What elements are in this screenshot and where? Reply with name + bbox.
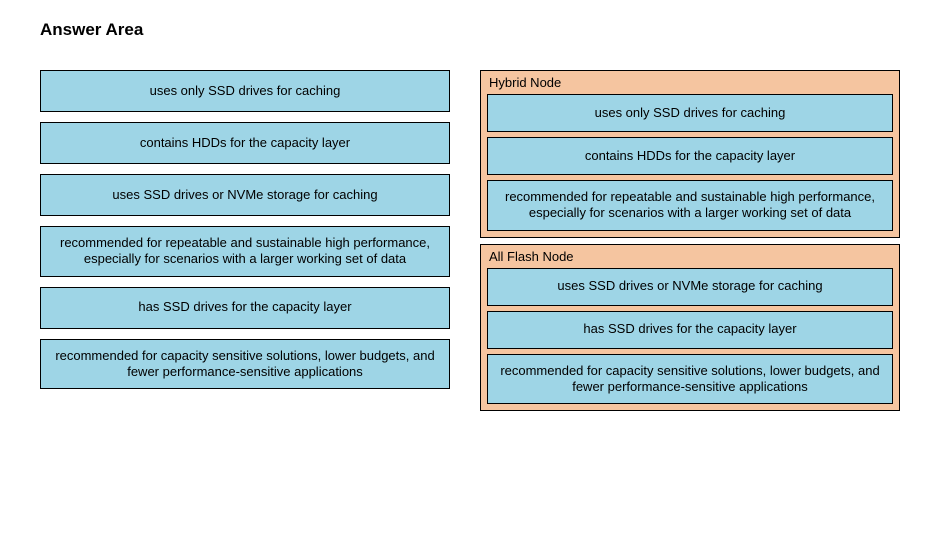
target-all-flash-node[interactable]: All Flash Node uses SSD drives or NVMe s… bbox=[480, 244, 900, 412]
target-items-container: uses SSD drives or NVMe storage for cach… bbox=[487, 268, 893, 405]
source-item[interactable]: has SSD drives for the capacity layer bbox=[40, 287, 450, 329]
source-item[interactable]: contains HDDs for the capacity layer bbox=[40, 122, 450, 164]
answer-area-content: uses only SSD drives for caching contain… bbox=[40, 70, 900, 411]
source-column: uses only SSD drives for caching contain… bbox=[40, 70, 450, 411]
target-item[interactable]: recommended for repeatable and sustainab… bbox=[487, 180, 893, 231]
source-item[interactable]: uses SSD drives or NVMe storage for cach… bbox=[40, 174, 450, 216]
target-hybrid-node[interactable]: Hybrid Node uses only SSD drives for cac… bbox=[480, 70, 900, 238]
target-item[interactable]: has SSD drives for the capacity layer bbox=[487, 311, 893, 349]
source-item[interactable]: uses only SSD drives for caching bbox=[40, 70, 450, 112]
target-items-container: uses only SSD drives for caching contain… bbox=[487, 94, 893, 231]
target-label: All Flash Node bbox=[487, 249, 893, 264]
target-item[interactable]: uses SSD drives or NVMe storage for cach… bbox=[487, 268, 893, 306]
target-item[interactable]: contains HDDs for the capacity layer bbox=[487, 137, 893, 175]
source-item[interactable]: recommended for capacity sensitive solut… bbox=[40, 339, 450, 390]
source-item[interactable]: recommended for repeatable and sustainab… bbox=[40, 226, 450, 277]
target-column: Hybrid Node uses only SSD drives for cac… bbox=[480, 70, 900, 411]
target-item[interactable]: recommended for capacity sensitive solut… bbox=[487, 354, 893, 405]
target-label: Hybrid Node bbox=[487, 75, 893, 90]
page-title: Answer Area bbox=[40, 20, 900, 40]
target-item[interactable]: uses only SSD drives for caching bbox=[487, 94, 893, 132]
